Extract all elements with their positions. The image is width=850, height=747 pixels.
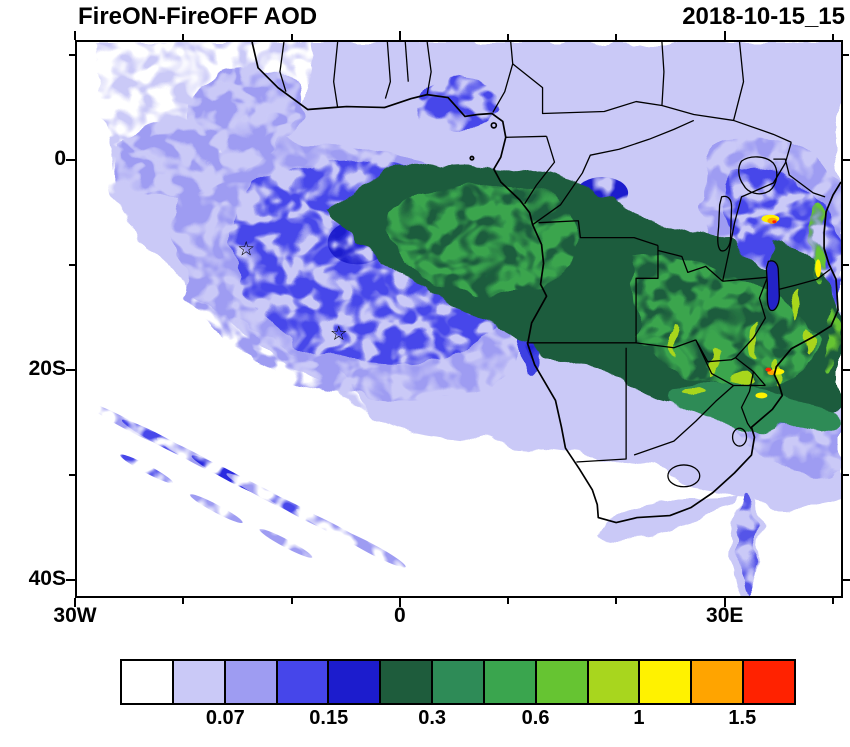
axis-tick (832, 34, 835, 40)
map-frame: ☆ ☆ (75, 40, 843, 598)
colorbar-cell (690, 661, 743, 703)
axis-tick (843, 368, 850, 371)
colorbar-cell (122, 661, 172, 703)
y-axis-label: 40S (28, 567, 66, 591)
axis-tick (843, 579, 850, 582)
axis-tick (69, 474, 75, 477)
axis-tick (723, 31, 726, 40)
y-axis-label: 20S (28, 356, 66, 380)
colorbar-cell (171, 661, 224, 703)
x-axis-label: 30E (706, 604, 744, 627)
colorbar-cell (379, 661, 432, 703)
axis-tick (290, 34, 293, 40)
colorbar-tick-label: 1 (633, 707, 645, 729)
colorbar-cell (223, 661, 276, 703)
axis-tick (507, 34, 510, 40)
axis-tick (182, 598, 185, 604)
axis-tick (843, 263, 849, 266)
axis-tick (66, 579, 75, 582)
colorbar-tick-label: 0.07 (205, 707, 245, 729)
axis-tick (290, 598, 293, 604)
axis-tick (723, 598, 726, 607)
axis-tick (182, 34, 185, 40)
axis-tick (66, 368, 75, 371)
coastline (251, 42, 841, 524)
colorbar-cell (275, 661, 328, 703)
colorbar-cell (638, 661, 691, 703)
colorbar-tick-label: 0.15 (309, 707, 349, 729)
colorbar-tick-label: 0.3 (418, 707, 447, 729)
x-axis-label: 0 (394, 604, 406, 627)
colorbar (120, 659, 796, 705)
country-borders (279, 42, 831, 463)
colorbar-cell (534, 661, 587, 703)
colorbar-cell (327, 661, 380, 703)
colorbar-tick-label: 0.6 (521, 707, 550, 729)
axis-tick (843, 158, 850, 161)
axis-tick (69, 263, 75, 266)
colorbar-cell (431, 661, 483, 703)
plot-title: FireON-FireOFF AOD (78, 3, 318, 30)
colorbar-tick-label: 1.5 (728, 707, 757, 729)
axis-tick (507, 598, 510, 604)
marker-layer: ☆☆ (237, 238, 347, 345)
colorbar-cell (482, 661, 535, 703)
axis-tick (615, 34, 618, 40)
star-marker: ☆ (330, 322, 348, 345)
axis-tick (74, 598, 76, 607)
axis-tick (398, 598, 401, 607)
colorbar-cell (586, 661, 639, 703)
axis-tick (843, 53, 849, 56)
y-axis-label: 0 (54, 146, 66, 170)
star-marker: ☆ (237, 238, 255, 261)
axis-tick (843, 474, 849, 477)
axis-tick (398, 31, 401, 40)
colorbar-cell (742, 661, 794, 703)
map-canvas: ☆☆ (77, 42, 841, 596)
axis-tick (66, 158, 75, 161)
axis-tick (69, 53, 75, 56)
axis-tick (615, 598, 618, 604)
x-axis-label: 30W (53, 604, 97, 627)
lakes (667, 156, 780, 488)
aod-shading-layer (77, 42, 841, 596)
plot-timestamp: 2018-10-15_15 (682, 3, 845, 30)
axis-tick (74, 31, 76, 40)
axis-tick (832, 598, 835, 604)
